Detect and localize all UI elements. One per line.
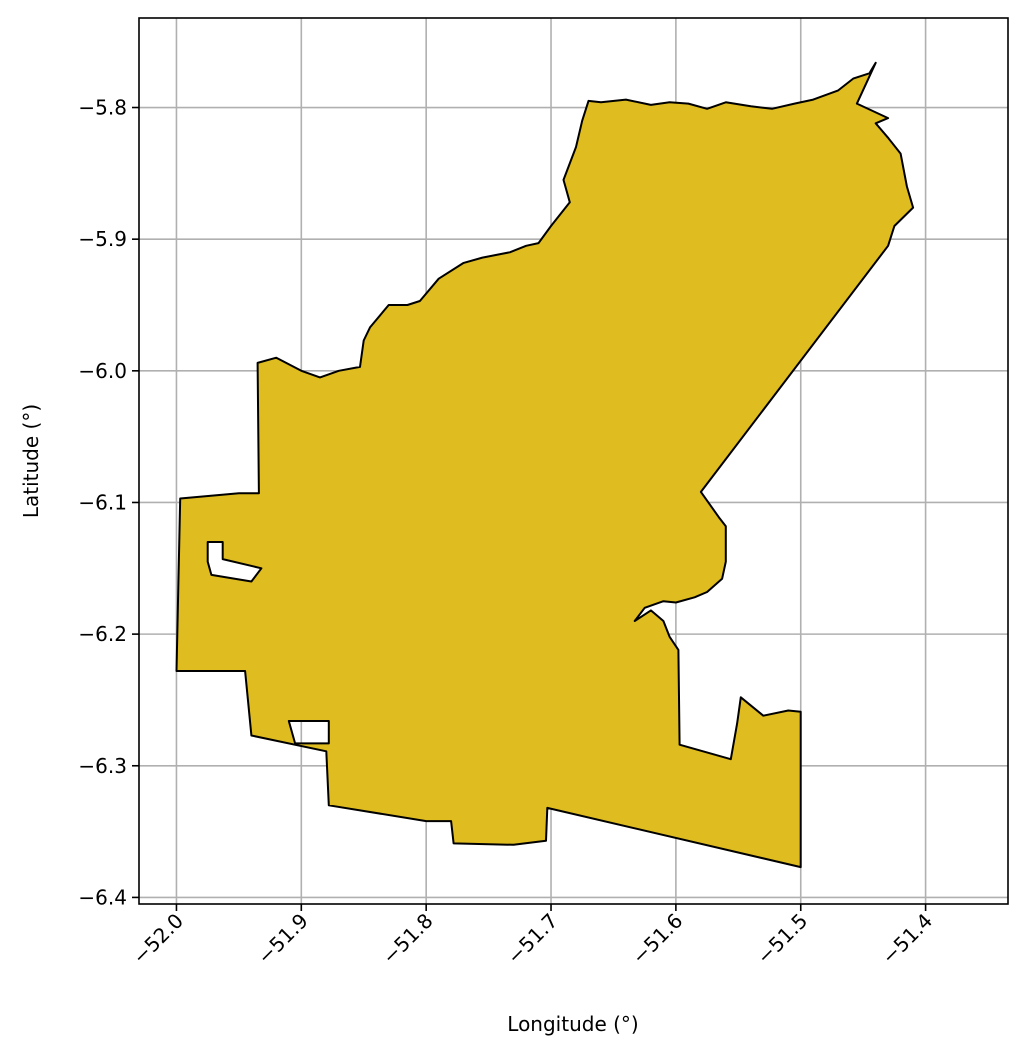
- x-tick-label: −51.5: [752, 909, 812, 969]
- y-tick-label: −6.2: [78, 622, 127, 646]
- region-group: [175, 61, 915, 869]
- y-tick-label: −6.0: [78, 359, 127, 383]
- x-tick-label: −51.4: [877, 909, 937, 969]
- x-axis-label: Longitude (°): [507, 1012, 638, 1036]
- x-axis-ticks: −52.0 −51.9 −51.8 −51.7 −51.6 −51.5 −51.4: [128, 904, 937, 969]
- y-axis-label: Latitude (°): [19, 404, 43, 518]
- x-tick-label: −51.8: [377, 909, 437, 969]
- x-tick-label: −51.6: [627, 909, 687, 969]
- y-tick-label: −6.1: [78, 490, 127, 514]
- y-axis-ticks: −5.8 −5.9 −6.0 −6.1 −6.2 −6.3 −6.4: [78, 96, 139, 909]
- y-tick-label: −6.3: [78, 754, 127, 778]
- x-tick-label: −51.9: [253, 909, 313, 969]
- y-tick-label: −6.4: [78, 885, 127, 909]
- plot-frame: [138, 17, 1009, 905]
- region-polygon: [175, 61, 915, 869]
- y-tick-label: −5.8: [78, 96, 127, 120]
- y-tick-label: −5.9: [78, 227, 127, 251]
- x-tick-label: −51.7: [502, 909, 562, 969]
- x-tick-label: −52.0: [128, 909, 188, 969]
